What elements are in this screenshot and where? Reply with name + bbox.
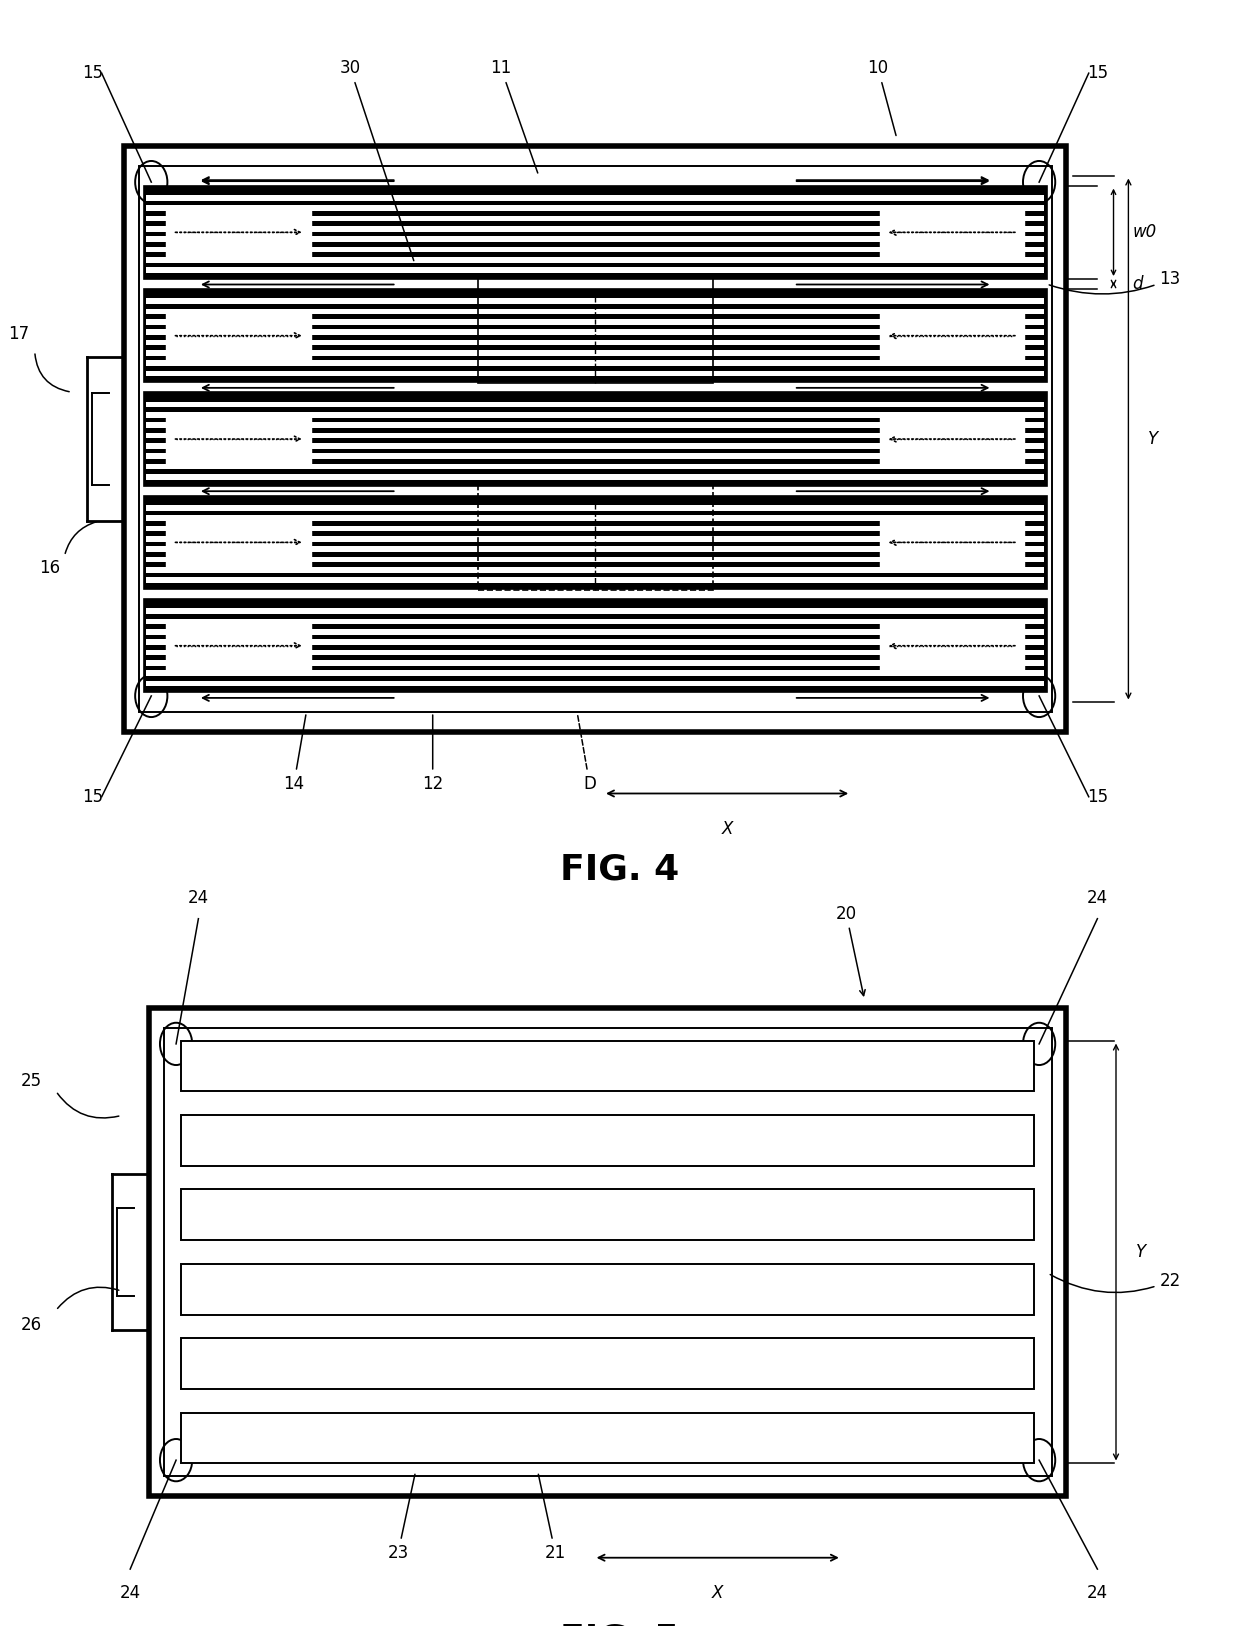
Text: X: X [722, 820, 733, 839]
Text: 30: 30 [340, 59, 414, 260]
Bar [146, 650, 1044, 655]
Bar [144, 496, 1047, 589]
Text: 24: 24 [119, 1584, 141, 1603]
Bar [144, 598, 1047, 693]
Text: FIG. 4: FIG. 4 [560, 854, 680, 886]
Text: 25: 25 [20, 1072, 42, 1091]
Text: 10: 10 [867, 59, 897, 135]
Bar [146, 195, 1044, 200]
Bar [166, 311, 311, 361]
Text: w0: w0 [1132, 223, 1157, 241]
Bar [181, 1338, 1034, 1389]
Bar [146, 205, 1044, 211]
Bar [146, 463, 1044, 470]
Bar [146, 226, 1044, 231]
Bar [146, 681, 1044, 686]
Bar [146, 328, 1044, 335]
Bar [477, 485, 713, 590]
Bar [149, 1008, 1066, 1496]
Bar [146, 423, 1044, 428]
Text: 12: 12 [422, 715, 444, 792]
Bar [144, 289, 1047, 382]
Bar [146, 629, 1044, 634]
Bar [146, 442, 1044, 449]
Bar [139, 166, 1052, 712]
Bar [146, 504, 1044, 511]
Bar [166, 620, 311, 672]
Bar [164, 1028, 1052, 1476]
Bar [879, 517, 1024, 567]
Bar [144, 185, 1047, 280]
Bar [181, 1263, 1034, 1314]
Bar [181, 1041, 1034, 1091]
Bar [146, 454, 1044, 459]
Bar [879, 311, 1024, 361]
Text: Y: Y [1148, 429, 1158, 449]
Text: 15: 15 [82, 787, 104, 806]
Bar [146, 298, 1044, 304]
Text: FIG. 5: FIG. 5 [560, 1623, 680, 1626]
Bar [146, 433, 1044, 439]
Bar [166, 413, 311, 465]
Bar [879, 413, 1024, 465]
Bar [146, 257, 1044, 263]
Bar [124, 146, 1066, 732]
Bar [146, 525, 1044, 532]
Bar [181, 1413, 1034, 1463]
Bar [146, 556, 1044, 563]
Text: 24: 24 [1086, 1584, 1109, 1603]
Bar [146, 567, 1044, 572]
Bar [166, 207, 311, 259]
Text: 15: 15 [82, 63, 104, 83]
Bar [146, 216, 1044, 221]
Bar [146, 267, 1044, 273]
Bar [146, 247, 1044, 252]
Bar [146, 577, 1044, 584]
Text: 26: 26 [20, 1315, 42, 1335]
Bar [146, 350, 1044, 356]
Bar [146, 361, 1044, 366]
Bar [144, 392, 1047, 486]
Text: 11: 11 [490, 59, 538, 172]
Bar [146, 402, 1044, 406]
Bar [146, 236, 1044, 242]
Bar [146, 618, 1044, 624]
Bar [181, 1190, 1034, 1241]
Text: 24: 24 [187, 888, 210, 907]
Text: d: d [1132, 275, 1142, 293]
Bar [879, 207, 1024, 259]
Text: 15: 15 [1086, 63, 1109, 83]
Text: D: D [578, 715, 596, 792]
Text: X: X [712, 1584, 723, 1603]
Text: 24: 24 [1086, 888, 1109, 907]
Bar [146, 371, 1044, 376]
Text: 14: 14 [284, 715, 306, 792]
Text: 22: 22 [1050, 1272, 1180, 1293]
Bar [146, 660, 1044, 665]
Bar [146, 340, 1044, 345]
Text: 17: 17 [7, 325, 30, 343]
Bar [146, 475, 1044, 480]
Bar [146, 537, 1044, 541]
Text: 16: 16 [38, 559, 61, 577]
Bar [146, 411, 1044, 418]
Bar [146, 309, 1044, 314]
Bar [146, 608, 1044, 615]
Bar [146, 639, 1044, 646]
Bar [146, 319, 1044, 325]
Text: 23: 23 [387, 1475, 415, 1561]
Bar [146, 515, 1044, 520]
Text: 21: 21 [538, 1475, 565, 1561]
Bar [146, 546, 1044, 551]
Text: 20: 20 [836, 904, 866, 995]
Text: Y: Y [1136, 1242, 1146, 1262]
Text: 13: 13 [1049, 270, 1180, 294]
Bar [181, 1115, 1034, 1166]
Bar [477, 278, 713, 384]
Bar [879, 620, 1024, 672]
Bar [166, 517, 311, 567]
Bar [146, 670, 1044, 676]
Text: 15: 15 [1086, 787, 1109, 806]
